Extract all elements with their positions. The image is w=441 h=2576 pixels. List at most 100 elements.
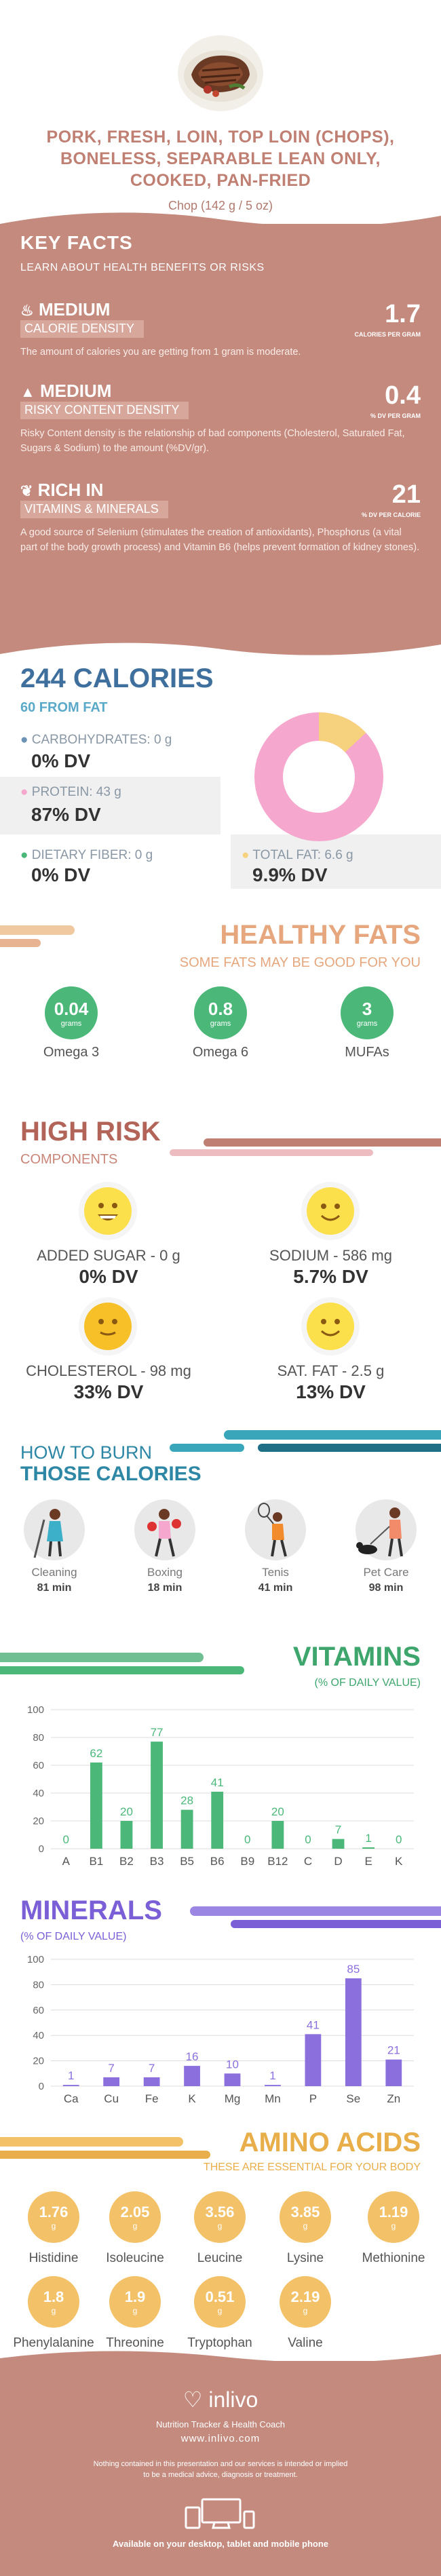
smile-face-icon bbox=[307, 1187, 354, 1235]
amino-value: 1.76 bbox=[39, 2204, 69, 2221]
bar-P bbox=[305, 2034, 322, 2086]
key-fact-value: 0.4 bbox=[385, 381, 421, 410]
amino-label: Threonine bbox=[106, 2336, 164, 2350]
bar-Zn bbox=[385, 2059, 402, 2086]
amino-label: Phenylalanine bbox=[13, 2336, 94, 2350]
key-fact-vitamins-minerals: ❦ RICH IN VITAMINS & MINERALS 21 % DV PE… bbox=[20, 480, 421, 582]
key-fact-name: RISKY CONTENT DENSITY bbox=[20, 402, 189, 419]
y-tick-label: 60 bbox=[33, 1760, 44, 1771]
data-label-B1: 62 bbox=[90, 1747, 102, 1760]
x-tick-label: B3 bbox=[150, 1855, 164, 1868]
bar-B2 bbox=[120, 1821, 133, 1849]
bar-Mg bbox=[224, 2073, 241, 2086]
data-label-Mn: 1 bbox=[269, 2069, 275, 2082]
cholesterol-label: CHOLESTEROL - 98 mg bbox=[26, 1362, 191, 1379]
sat-fat-label: SAT. FAT - 2.5 g bbox=[277, 1362, 385, 1379]
amino-value: 3.85 bbox=[290, 2204, 320, 2221]
amino-label: Leucine bbox=[197, 2251, 243, 2265]
y-tick-label: 0 bbox=[39, 2081, 44, 2092]
fat-dot: ● bbox=[242, 848, 250, 862]
brand-url[interactable]: www.inlivo.com bbox=[180, 2433, 261, 2444]
protein-row: ● PROTEIN: 43 g 87% DV bbox=[0, 777, 220, 834]
amino-badge-lysine: 3.85 g bbox=[280, 2191, 331, 2243]
devices-text: Available on your desktop, tablet and mo… bbox=[112, 2539, 329, 2549]
data-label-P: 41 bbox=[307, 2018, 320, 2031]
decor-bar bbox=[0, 2137, 183, 2147]
amino-label: Valine bbox=[288, 2336, 323, 2350]
tennis-label: Tenis bbox=[262, 1566, 289, 1579]
amino-unit: g bbox=[391, 2221, 396, 2231]
key-fact-unit: % DV PER CALORIE bbox=[361, 512, 421, 518]
key-fact-level: MEDIUM bbox=[38, 299, 111, 320]
omega3-label: Omega 3 bbox=[43, 1045, 100, 1060]
amino-badge-valine: 2.19 g bbox=[280, 2276, 331, 2328]
data-label-B6: 41 bbox=[211, 1776, 224, 1789]
burn-title-1: HOW TO BURN bbox=[20, 1442, 153, 1463]
data-label-Ca: 1 bbox=[68, 2069, 74, 2082]
y-tick-label: 100 bbox=[27, 1954, 44, 1965]
amino-title: AMINO ACIDS bbox=[239, 2128, 421, 2157]
x-tick-label: P bbox=[309, 2092, 317, 2105]
brand-name: inlivo bbox=[208, 2387, 258, 2412]
decor-bar bbox=[0, 925, 75, 935]
amino-unit: g bbox=[217, 2306, 223, 2315]
key-fact-risky-density: ▲ MEDIUM RISKY CONTENT DENSITY 0.4 % DV … bbox=[20, 381, 421, 463]
decor-bar bbox=[0, 2151, 210, 2159]
amino-badge-tryptophan: 0.51 g bbox=[194, 2276, 246, 2328]
calories-from-fat: 60 FROM FAT bbox=[20, 700, 108, 715]
omega3-badge: 0.04 grams bbox=[45, 986, 98, 1039]
amino-value: 0.51 bbox=[205, 2288, 235, 2305]
mufa-label: MUFAs bbox=[345, 1045, 389, 1060]
bar-Fe bbox=[143, 2077, 160, 2086]
neutral-smile-face-icon bbox=[84, 1303, 132, 1350]
key-fact-unit: % DV PER GRAM bbox=[370, 412, 421, 419]
data-label-K: 16 bbox=[186, 2050, 199, 2063]
fiber-dv: 0% DV bbox=[31, 864, 91, 885]
wave-bottom bbox=[0, 624, 441, 665]
omega3-unit: grams bbox=[60, 1020, 82, 1028]
amino-subtitle: THESE ARE ESSENTIAL FOR YOUR BODY bbox=[203, 2161, 421, 2173]
bar-E bbox=[362, 1847, 375, 1849]
sodium-label: SODIUM - 586 mg bbox=[269, 1247, 392, 1264]
amino-badge-isoleucine: 2.05 g bbox=[109, 2191, 161, 2243]
x-tick-label: B5 bbox=[180, 1855, 194, 1868]
y-tick-label: 20 bbox=[33, 2056, 44, 2067]
data-label-K: 0 bbox=[396, 1833, 402, 1846]
bar-Se bbox=[345, 1978, 362, 2086]
amino-label: Histidine bbox=[28, 2251, 79, 2265]
key-fact-level: MEDIUM bbox=[40, 381, 112, 401]
amino-unit: g bbox=[132, 2221, 138, 2231]
protein-dv: 87% DV bbox=[31, 804, 101, 825]
x-tick-label: C bbox=[304, 1855, 312, 1868]
burn-title-2: THOSE CALORIES bbox=[20, 1463, 202, 1485]
decor-bar bbox=[170, 1149, 373, 1156]
amino-unit: g bbox=[51, 2306, 56, 2315]
x-tick-label: Mg bbox=[225, 2092, 241, 2105]
data-label-D: 7 bbox=[335, 1824, 341, 1837]
y-tick-label: 60 bbox=[33, 2005, 44, 2016]
decor-bar bbox=[0, 939, 41, 947]
bar-B6 bbox=[211, 1791, 224, 1849]
key-fact-name: CALORIE DENSITY bbox=[20, 320, 145, 338]
food-image bbox=[178, 35, 263, 111]
amino-unit: g bbox=[51, 2221, 56, 2231]
y-tick-label: 80 bbox=[33, 1732, 44, 1744]
carbs-dot: ● bbox=[20, 733, 28, 747]
data-label-Fe: 7 bbox=[149, 2062, 155, 2075]
brand-tagline: Nutrition Tracker & Health Coach bbox=[155, 2419, 286, 2429]
x-tick-label: B2 bbox=[119, 1855, 134, 1868]
amino-value: 3.56 bbox=[205, 2204, 235, 2221]
serving-size: Chop (142 g / 5 oz) bbox=[168, 199, 273, 212]
happy-face-icon bbox=[84, 1187, 132, 1235]
protein-label: PROTEIN: 43 g bbox=[31, 785, 121, 799]
footer: ♡ inlivo Nutrition Tracker & Health Coac… bbox=[0, 2351, 441, 2576]
minerals-bar-chart: 0 20 40 60 80 100 1 Ca 7 Cu 7 Fe 16 K 10 Mg 1 Mn 41 P 85 Se 21… bbox=[27, 1954, 414, 2105]
cleaning-icon bbox=[24, 1499, 85, 1560]
amino-badge-methionine: 1.19 g bbox=[368, 2191, 419, 2243]
bar-Ca bbox=[62, 2085, 79, 2086]
fiber-row: ● DIETARY FIBER: 0 g 0% DV bbox=[0, 834, 220, 889]
decor-bar bbox=[0, 1666, 244, 1674]
data-label-B9: 0 bbox=[244, 1833, 250, 1846]
key-fact-calorie-density: ♨ MEDIUM CALORIE DENSITY 1.7 CALORIES PE… bbox=[20, 300, 421, 361]
amino-label: Isoleucine bbox=[106, 2251, 164, 2265]
